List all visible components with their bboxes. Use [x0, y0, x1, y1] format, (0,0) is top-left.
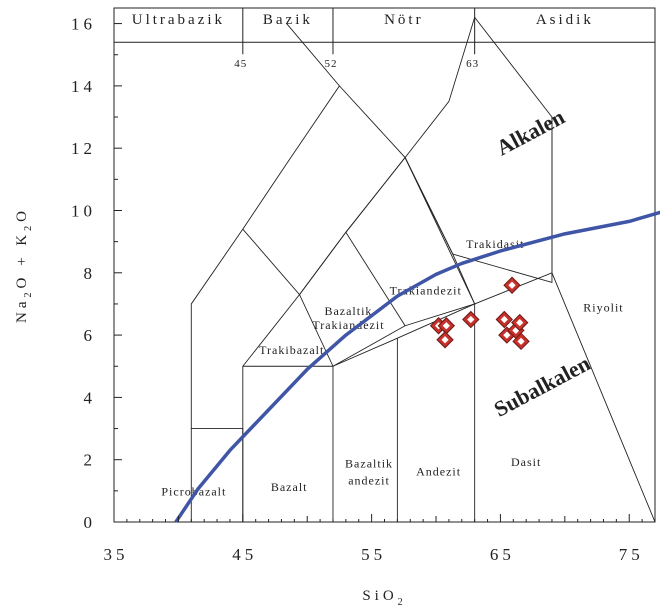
series-label-subalkalen: Subalkalen — [490, 350, 595, 421]
y-axis-label-main: O + K — [14, 231, 30, 289]
field-label: Trakidasit — [466, 237, 524, 251]
sample-point-inner — [503, 331, 511, 339]
field-label: Dasit — [511, 455, 541, 469]
band-marker-label: 45 — [234, 58, 247, 70]
x-axis-label-main: SiO — [362, 588, 397, 604]
y-tick-label: 10 — [71, 201, 96, 220]
field-boundary — [339, 85, 476, 305]
sample-point — [495, 310, 513, 329]
y-axis-label-main: Na — [14, 297, 30, 323]
y-tick-label: 0 — [84, 513, 97, 532]
y-tick-label: 4 — [84, 388, 97, 407]
sample-points — [429, 276, 530, 351]
field-label: Riyolit — [583, 301, 623, 315]
x-axis-ticks: 35 45 55 65 75 — [104, 514, 656, 564]
x-axis-label-sub: 2 — [398, 597, 407, 608]
field-boundary — [345, 156, 476, 327]
sample-point-inner — [442, 322, 450, 330]
band-marker-label: 52 — [324, 58, 337, 70]
sample-point — [511, 313, 529, 332]
field-label: Bazaltik — [324, 304, 372, 318]
y-tick-label: 14 — [71, 77, 96, 96]
y-axis-label-sub: 2 — [23, 222, 34, 231]
x-tick-label: 75 — [619, 545, 644, 564]
band-marker-label: 63 — [466, 58, 479, 70]
y-axis-label-main: O — [14, 207, 30, 222]
series-labels: Alkalen Subalkalen — [490, 104, 595, 422]
band-label: Asidik — [536, 12, 594, 28]
x-tick-label: 35 — [104, 545, 129, 564]
band-label: Nötr — [384, 12, 424, 28]
x-tick-label: 55 — [361, 545, 386, 564]
band-label: Bazik — [263, 12, 313, 28]
band-label: Ultrabazik — [132, 12, 225, 28]
field-label: Bazalt — [271, 480, 308, 494]
y-tick-label: 16 — [71, 15, 96, 34]
field-boundary — [242, 228, 334, 367]
sample-point — [512, 332, 530, 351]
plot-frame — [113, 7, 656, 523]
sample-point-inner — [512, 326, 520, 335]
sample-point-inner — [467, 315, 475, 324]
field-label: andezit — [348, 474, 390, 488]
field-label: Bazaltik — [345, 456, 393, 470]
x-tick-label: 45 — [232, 545, 257, 564]
y-axis-label: Na2O + K2O — [14, 207, 34, 323]
field-boundary — [404, 157, 454, 255]
sample-point — [462, 310, 480, 329]
y-axis-label-sub: 2 — [23, 288, 34, 297]
y-tick-label: 8 — [84, 264, 97, 283]
plot-border — [113, 7, 656, 523]
field-label: Trakiandezit — [312, 318, 384, 332]
sample-point — [503, 276, 521, 294]
sample-point-inner — [500, 315, 508, 324]
alkaline-boundary-curve — [174, 210, 660, 523]
alkaline-subalkaline-line — [174, 210, 660, 523]
field-label: Picrobazalt — [161, 485, 226, 499]
field-boundaries — [190, 17, 656, 523]
y-tick-label: 6 — [84, 326, 97, 345]
silica-bands: Ultrabazik Bazik Nötr Asidik 45 52 63 — [114, 8, 655, 70]
sample-point — [436, 331, 454, 349]
field-boundary — [190, 23, 340, 429]
field-label: Andezit — [416, 464, 461, 478]
series-label-alkalen: Alkalen — [492, 104, 569, 161]
y-axis-ticks: 0 2 4 6 8 10 12 14 16 — [71, 15, 122, 532]
y-tick-label: 12 — [71, 139, 96, 158]
sample-point-inner — [517, 337, 525, 345]
y-tick-label: 2 — [84, 451, 97, 470]
sample-point-inner — [508, 281, 516, 289]
field-boundary — [299, 231, 406, 367]
x-axis-label: SiO2 — [362, 588, 406, 608]
sample-point-inner — [441, 336, 449, 344]
field-label: Trakibazalt — [259, 343, 324, 357]
x-tick-label: 65 — [490, 545, 515, 564]
sample-point-inner — [516, 319, 524, 327]
field-label: Trakiandezit — [390, 284, 462, 298]
